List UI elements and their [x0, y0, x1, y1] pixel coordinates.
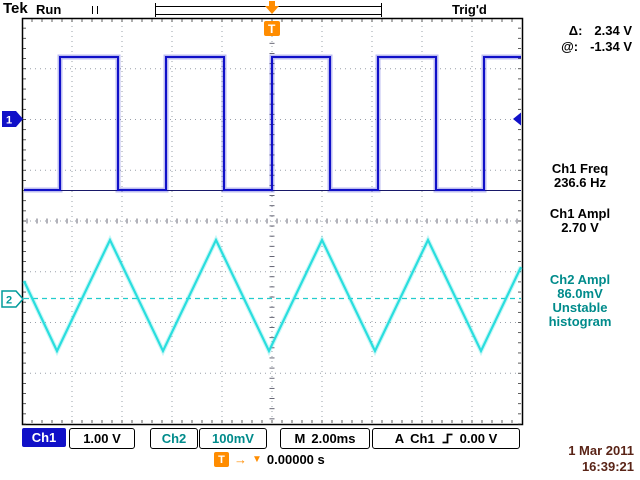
delta-value: 2.34 V [594, 23, 632, 38]
timebase-readout[interactable]: M 2.00ms [280, 428, 370, 449]
ch2-scale-badge[interactable]: Ch2 [150, 428, 198, 449]
ch1-label: Ch1 [31, 430, 57, 445]
trigger-position-arrow-icon[interactable] [265, 1, 279, 14]
measurement-ch1-ampl: Ch1 Ampl 2.70 V [524, 207, 636, 235]
trigger-level-arrow-icon[interactable] [513, 112, 521, 126]
ch2-scale-value[interactable]: 100mV [199, 428, 267, 449]
trigger-source: Ch1 [410, 431, 435, 446]
trigger-readout[interactable]: A Ch1 0.00 V [372, 428, 520, 449]
record-view-bar [92, 3, 382, 17]
timebase-scale: 2.00ms [311, 431, 356, 446]
rising-edge-icon [442, 433, 453, 444]
trigger-position-value: 0.00000 s [266, 452, 325, 467]
trigger-position-readout: T → ▼ 0.00000 s [214, 452, 325, 467]
waveform-traces [21, 54, 524, 357]
measurement-ch2-ampl: Ch2 Ampl 86.0mV Unstable histogram [524, 273, 636, 329]
svg-text:T: T [268, 22, 276, 36]
delta-label: Δ: [568, 23, 583, 38]
svg-text:2: 2 [6, 295, 12, 307]
abs-value: -1.34 V [590, 39, 632, 54]
tek-logo: Tek [3, 0, 28, 17]
measurement-note: histogram [548, 314, 612, 329]
measurement-ch1-freq: Ch1 Freq 236.6 Hz [524, 162, 636, 190]
acquisition-status: Run [36, 2, 62, 17]
ch1-position-marker[interactable]: 1 [2, 111, 23, 127]
readout-sidebar: Δ: 2.34 V @: -1.34 V Ch1 Freq 236.6 Hz C… [524, 0, 636, 480]
measurement-value: 2.70 V [561, 220, 599, 235]
abs-label: @: [561, 39, 579, 54]
trigger-level: 0.00 V [459, 431, 498, 446]
measurement-value: 236.6 Hz [553, 175, 607, 190]
trigger-status: Trig'd [452, 2, 487, 17]
trigger-position-marker[interactable]: T [264, 21, 280, 36]
ch1-scale: 1.00 V [83, 431, 121, 446]
ch2-label: Ch2 [161, 431, 187, 446]
measurement-note: Unstable [552, 300, 608, 315]
ch1-scale-value[interactable]: 1.00 V [69, 428, 135, 449]
svg-text:1: 1 [6, 115, 12, 127]
measurement-name: Ch1 Freq [551, 161, 609, 176]
cursor-abs-readout: @: -1.34 V [561, 39, 632, 54]
measurement-name: Ch1 Ampl [549, 206, 611, 221]
ch1-scale-badge[interactable]: Ch1 [22, 428, 66, 447]
arrow-down-icon: ▼ [252, 454, 262, 465]
measurement-name: Ch2 Ampl [549, 272, 611, 287]
cursor-delta-readout: Δ: 2.34 V [569, 23, 632, 38]
graticule [21, 17, 524, 426]
time-display: 16:39:21 [581, 459, 634, 474]
ch2-scale: 100mV [212, 431, 254, 446]
trigger-t-icon: T [214, 452, 229, 467]
arrow-right-icon: → [234, 452, 247, 467]
timebase-label: M [294, 431, 306, 446]
date-display: 1 Mar 2011 [568, 443, 634, 458]
measurement-value: 86.0mV [557, 286, 603, 301]
trigger-mode: A [394, 431, 405, 446]
ch2-position-marker[interactable]: 2 [1, 290, 24, 308]
